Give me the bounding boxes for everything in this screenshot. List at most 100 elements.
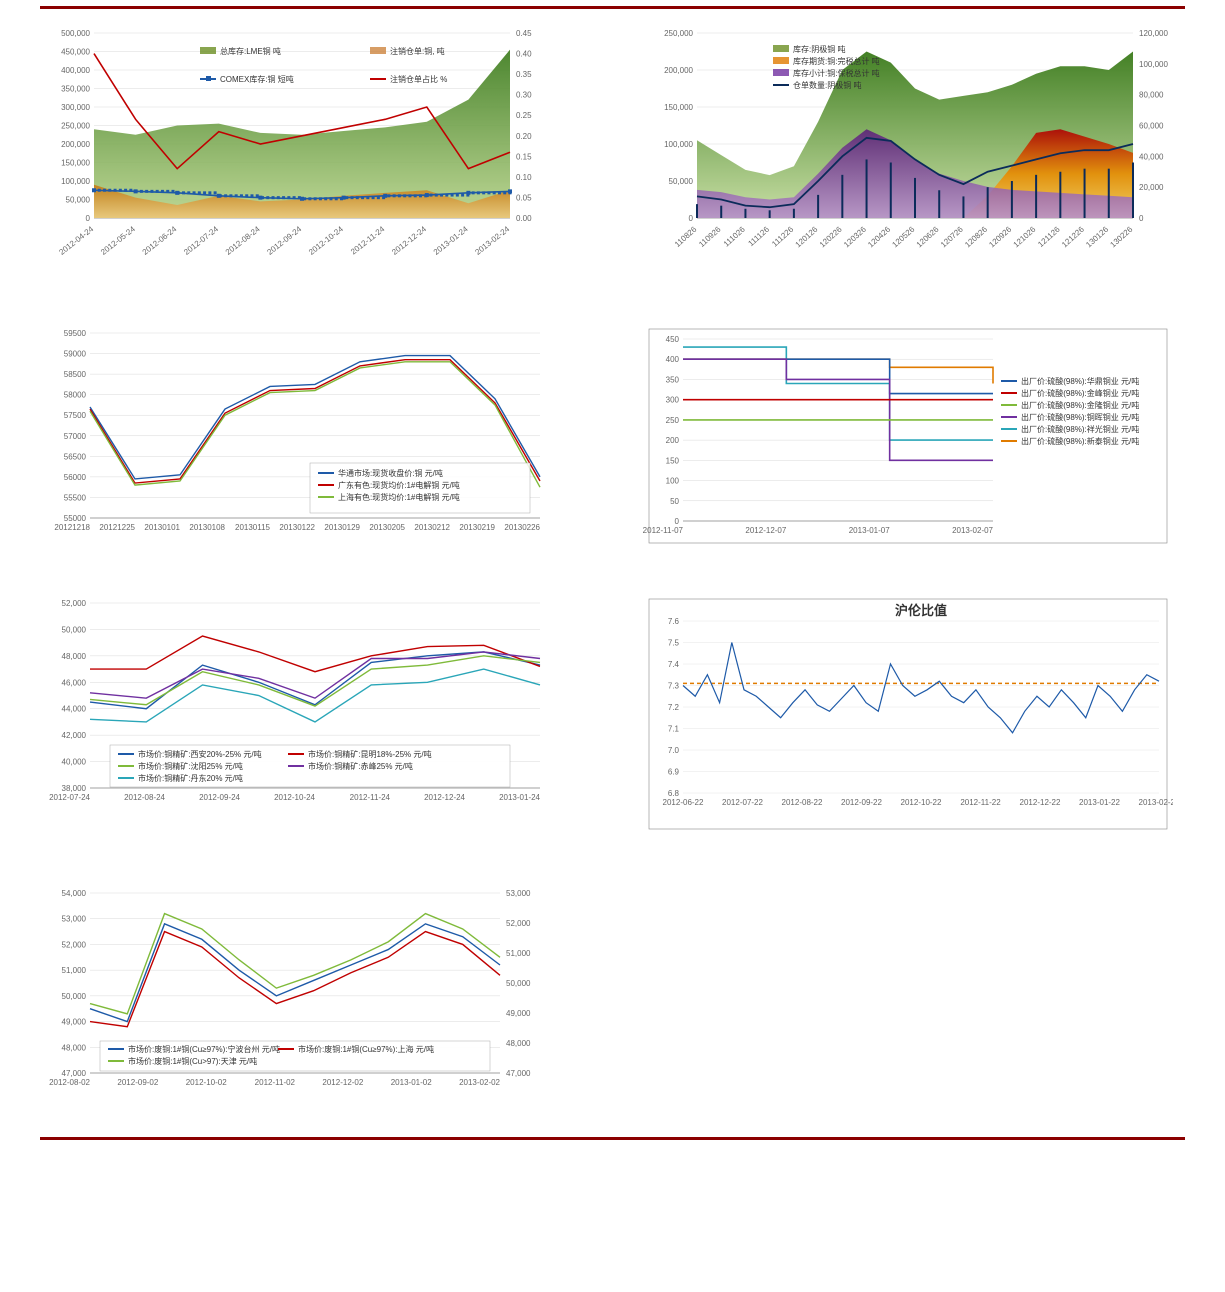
svg-text:200: 200 xyxy=(665,436,679,445)
svg-text:0.10: 0.10 xyxy=(516,173,532,182)
svg-text:53,000: 53,000 xyxy=(62,915,87,924)
svg-text:250: 250 xyxy=(665,416,679,425)
chart-1: 050,000100,000150,000200,000250,000300,0… xyxy=(40,23,583,283)
svg-text:0.30: 0.30 xyxy=(516,91,532,100)
svg-text:市场价:铜精矿:昆明18%-25% 元/吨: 市场价:铜精矿:昆明18%-25% 元/吨 xyxy=(308,749,432,759)
svg-text:0.40: 0.40 xyxy=(516,50,532,59)
svg-text:出厂价:硫酸(98%):祥光铜业 元/吨: 出厂价:硫酸(98%):祥光铜业 元/吨 xyxy=(1021,424,1139,434)
svg-text:2012-08-22: 2012-08-22 xyxy=(781,798,822,807)
chart-7: 47,000 48,000 49,000 50,000 51,000 52,000 53,0… xyxy=(40,883,550,1123)
svg-text:49,000: 49,000 xyxy=(506,1009,531,1018)
svg-text:51,000: 51,000 xyxy=(506,949,531,958)
row-3: 38,00040,00042,00044,00046,00048,00050,0… xyxy=(40,593,1185,843)
svg-text:47,000: 47,000 xyxy=(62,1069,87,1078)
svg-text:200,000: 200,000 xyxy=(664,66,693,75)
svg-text:2012-11-24: 2012-11-24 xyxy=(350,793,391,802)
svg-text:2013-02-24: 2013-02-24 xyxy=(473,224,511,257)
svg-text:300,000: 300,000 xyxy=(61,103,90,112)
svg-text:53,000: 53,000 xyxy=(506,889,531,898)
svg-text:2012-10-22: 2012-10-22 xyxy=(900,798,941,807)
svg-text:2012-10-24: 2012-10-24 xyxy=(274,793,315,802)
svg-text:2012-06-22: 2012-06-22 xyxy=(662,798,703,807)
svg-text:2012-12-02: 2012-12-02 xyxy=(322,1078,363,1087)
svg-text:110826: 110826 xyxy=(672,224,698,249)
svg-text:2012-10-24: 2012-10-24 xyxy=(307,224,345,257)
svg-text:50,000: 50,000 xyxy=(506,979,531,988)
svg-text:110926: 110926 xyxy=(697,224,723,249)
svg-text:6.8: 6.8 xyxy=(667,789,679,798)
svg-text:52,000: 52,000 xyxy=(62,599,87,608)
svg-text:60,000: 60,000 xyxy=(1139,122,1164,131)
svg-text:2013-01-07: 2013-01-07 xyxy=(848,526,889,535)
svg-text:注销仓单:铜, 吨: 注销仓单:铜, 吨 xyxy=(390,46,445,56)
svg-text:130126: 130126 xyxy=(1084,224,1110,249)
svg-text:2012-12-07: 2012-12-07 xyxy=(745,526,786,535)
svg-text:56000: 56000 xyxy=(64,473,87,482)
svg-text:出厂价:硫酸(98%):华鼎铜业 元/吨: 出厂价:硫酸(98%):华鼎铜业 元/吨 xyxy=(1021,376,1139,386)
svg-text:50,000: 50,000 xyxy=(668,177,693,186)
svg-text:20130212: 20130212 xyxy=(414,523,450,532)
svg-text:58000: 58000 xyxy=(64,391,87,400)
svg-text:0.35: 0.35 xyxy=(516,70,532,79)
svg-text:44,000: 44,000 xyxy=(62,705,87,714)
svg-text:2013-01-24: 2013-01-24 xyxy=(432,224,470,257)
svg-text:120926: 120926 xyxy=(987,224,1013,249)
svg-text:2012-11-22: 2012-11-22 xyxy=(960,798,1001,807)
bottom-rule xyxy=(40,1137,1185,1140)
svg-text:2012-09-02: 2012-09-02 xyxy=(117,1078,158,1087)
svg-text:0.25: 0.25 xyxy=(516,111,532,120)
svg-text:48,000: 48,000 xyxy=(62,1043,87,1052)
svg-text:450,000: 450,000 xyxy=(61,48,90,57)
svg-text:20130205: 20130205 xyxy=(369,523,405,532)
svg-text:80,000: 80,000 xyxy=(1139,91,1164,100)
svg-text:2012-11-02: 2012-11-02 xyxy=(255,1078,296,1087)
svg-text:57500: 57500 xyxy=(64,411,87,420)
svg-text:100: 100 xyxy=(665,477,679,486)
svg-text:20121218: 20121218 xyxy=(54,523,90,532)
svg-text:48,000: 48,000 xyxy=(506,1039,531,1048)
svg-text:48,000: 48,000 xyxy=(62,652,87,661)
svg-text:50,000: 50,000 xyxy=(62,625,87,634)
svg-text:120826: 120826 xyxy=(963,224,989,249)
svg-text:2013-02-07: 2013-02-07 xyxy=(952,526,993,535)
svg-text:350,000: 350,000 xyxy=(61,85,90,94)
chart-6: 沪伦比值6.86.97.07.17.27.37.47.57.62012-06-2… xyxy=(643,593,1186,843)
svg-text:54,000: 54,000 xyxy=(62,889,87,898)
svg-text:100,000: 100,000 xyxy=(61,177,90,186)
svg-text:COMEX库存:铜 短吨: COMEX库存:铜 短吨 xyxy=(220,74,294,84)
svg-text:市场价:铜精矿:丹东20% 元/吨: 市场价:铜精矿:丹东20% 元/吨 xyxy=(138,773,243,783)
svg-text:52,000: 52,000 xyxy=(62,940,87,949)
chart-3: 5500055500560005650057000575005800058500… xyxy=(40,323,583,553)
svg-text:2012-07-22: 2012-07-22 xyxy=(722,798,763,807)
svg-text:50: 50 xyxy=(670,497,679,506)
svg-text:注销仓单占比 %: 注销仓单占比 % xyxy=(390,74,447,84)
svg-text:2012-11-07: 2012-11-07 xyxy=(643,526,684,535)
row-4: 47,000 48,000 49,000 50,000 51,000 52,000 53,0… xyxy=(40,883,1185,1123)
svg-text:华通市场:现货收盘价:铜 元/吨: 华通市场:现货收盘价:铜 元/吨 xyxy=(338,468,443,478)
svg-text:500,000: 500,000 xyxy=(61,29,90,38)
svg-text:2013-01-22: 2013-01-22 xyxy=(1079,798,1120,807)
svg-text:7.3: 7.3 xyxy=(667,682,679,691)
svg-text:2012-08-24: 2012-08-24 xyxy=(124,793,165,802)
svg-text:2012-07-24: 2012-07-24 xyxy=(182,224,220,257)
svg-text:库存:阴极铜 吨: 库存:阴极铜 吨 xyxy=(793,44,845,54)
svg-text:47,000: 47,000 xyxy=(506,1069,531,1078)
svg-text:20130101: 20130101 xyxy=(144,523,180,532)
svg-text:150: 150 xyxy=(665,456,679,465)
svg-text:0.15: 0.15 xyxy=(516,152,532,161)
svg-text:120226: 120226 xyxy=(817,224,843,249)
chart-2: 050,000100,000150,000200,000250,00011082… xyxy=(643,23,1186,283)
svg-text:2012-11-24: 2012-11-24 xyxy=(349,224,387,256)
svg-text:0.05: 0.05 xyxy=(516,193,532,202)
svg-text:0: 0 xyxy=(674,517,679,526)
svg-text:121026: 121026 xyxy=(1011,224,1037,249)
svg-text:250,000: 250,000 xyxy=(61,122,90,131)
svg-text:20130122: 20130122 xyxy=(279,523,315,532)
svg-text:7.1: 7.1 xyxy=(667,725,679,734)
svg-text:55500: 55500 xyxy=(64,493,87,502)
svg-text:市场价:铜精矿:赤峰25% 元/吨: 市场价:铜精矿:赤峰25% 元/吨 xyxy=(308,761,413,771)
svg-text:2012-07-24: 2012-07-24 xyxy=(49,793,90,802)
svg-text:2012-08-02: 2012-08-02 xyxy=(49,1078,90,1087)
svg-text:40,000: 40,000 xyxy=(62,758,87,767)
svg-text:56500: 56500 xyxy=(64,452,87,461)
